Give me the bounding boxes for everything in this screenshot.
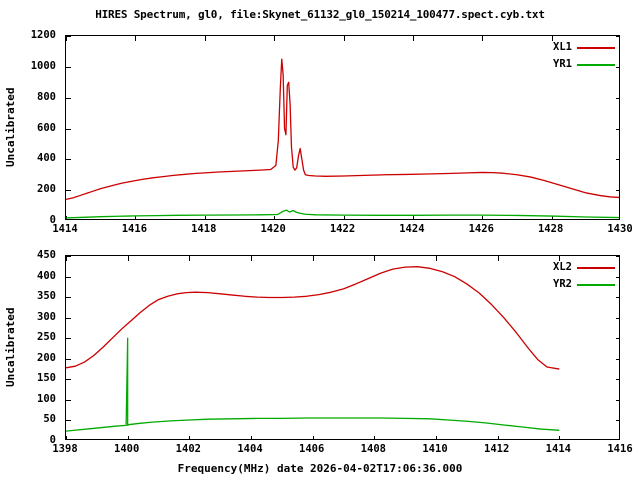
y-tick-label: 450 — [37, 249, 56, 261]
top-legend: XL1 YR1 — [515, 41, 615, 71]
x-axis-label: Frequency(MHz) date 2026-04-02T17:06:36.… — [177, 462, 463, 475]
legend-color-swatch — [577, 266, 615, 269]
bottom-legend: XL2 YR2 — [515, 261, 615, 291]
y-tick-label: 50 — [43, 413, 56, 426]
x-tick-label: 1410 — [422, 443, 448, 455]
series-yr1 — [66, 209, 619, 219]
x-tick-label: 1418 — [191, 223, 217, 235]
legend-item-xl2[interactable]: XL2 — [515, 261, 615, 274]
x-tick-label: 1414 — [545, 443, 571, 455]
x-tick-label: 1408 — [360, 443, 386, 455]
y-tick-label: 400 — [37, 269, 56, 282]
series-yr2 — [66, 337, 560, 432]
y-tick-label: 200 — [37, 351, 56, 364]
x-tick-label: 1426 — [468, 223, 494, 235]
series-xl2 — [66, 266, 560, 370]
x-tick-label: 1406 — [299, 443, 325, 455]
y-tick-label: 400 — [37, 152, 56, 165]
top-plot-svg — [66, 36, 619, 219]
x-tick-label: 1416 — [121, 223, 148, 235]
y-tick-label: 250 — [37, 331, 56, 344]
x-tick-label: 1428 — [537, 223, 564, 235]
bottom-plot-area — [65, 255, 620, 440]
page-title: HIRES Spectrum, gl0, file:Skynet_61132_g… — [95, 8, 545, 21]
legend-label: YR2 — [553, 278, 572, 290]
y-tick-label: 150 — [37, 372, 56, 385]
top-plot-area — [65, 35, 620, 220]
x-tick-label: 1424 — [399, 223, 425, 235]
x-tick-label: 1430 — [607, 223, 633, 235]
legend-label: XL2 — [553, 261, 572, 273]
x-tick-label: 1412 — [484, 443, 510, 455]
legend-label: XL1 — [553, 41, 572, 53]
y-tick-label: 300 — [37, 310, 56, 323]
y-tick-label: 800 — [37, 90, 56, 103]
y-tick-label: 0 — [49, 214, 56, 226]
legend-label: YR1 — [553, 58, 572, 70]
x-tick-label: 1420 — [260, 223, 286, 235]
x-tick-label: 1398 — [52, 443, 78, 455]
legend-color-swatch — [577, 283, 615, 286]
x-tick-label: 1402 — [175, 443, 201, 455]
x-tick-label: 1414 — [52, 223, 78, 235]
series-xl1 — [66, 58, 619, 201]
legend-item-yr1[interactable]: YR1 — [515, 58, 615, 71]
legend-color-swatch — [577, 63, 615, 66]
x-tick-label: 1416 — [607, 443, 633, 455]
y-tick-label: 1200 — [30, 29, 56, 41]
bottom-y-axis-label: Uncalibrated — [4, 307, 17, 388]
x-tick-label: 1404 — [237, 443, 263, 455]
x-tick-label: 1400 — [114, 443, 140, 455]
y-tick-label: 350 — [37, 290, 56, 303]
y-tick-label: 0 — [49, 434, 56, 446]
y-tick-label: 200 — [37, 183, 56, 196]
bottom-plot-svg — [66, 256, 619, 439]
legend-color-swatch — [577, 46, 615, 49]
legend-item-xl1[interactable]: XL1 — [515, 41, 615, 54]
y-tick-label: 1000 — [30, 59, 56, 72]
y-tick-label: 600 — [37, 121, 56, 134]
y-tick-label: 100 — [37, 392, 56, 405]
x-tick-label: 1422 — [329, 223, 356, 235]
legend-item-yr2[interactable]: YR2 — [515, 278, 615, 291]
